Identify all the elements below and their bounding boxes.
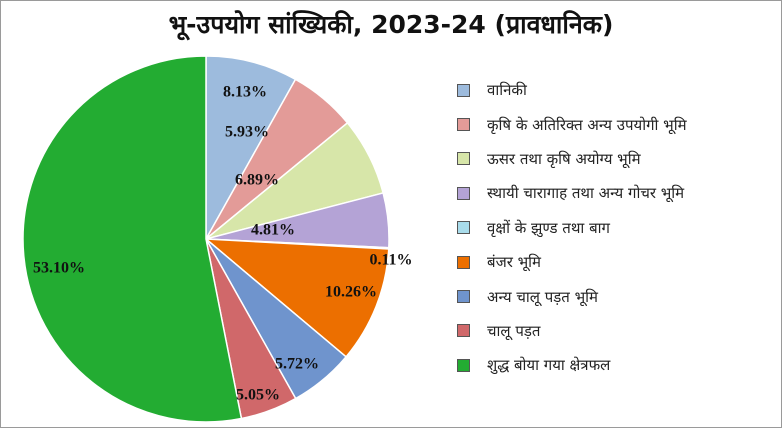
legend-item-6: अन्य चालू पड़त भूमि bbox=[457, 279, 767, 313]
legend-label-2: ऊसर तथा कृषि अयोग्य भूमि bbox=[487, 149, 641, 168]
slice-data-label-4: 0.11% bbox=[369, 252, 412, 269]
legend-label-3: स्थायी चारागाह तथा अन्य गोचर भूमि bbox=[487, 184, 685, 203]
slice-data-label-1: 5.93% bbox=[225, 124, 269, 141]
legend-swatch-8 bbox=[457, 358, 470, 372]
slice-data-label-2: 6.89% bbox=[235, 172, 279, 189]
legend-item-2: ऊसर तथा कृषि अयोग्य भूमि bbox=[457, 142, 767, 176]
slice-data-label-8: 53.10% bbox=[33, 260, 85, 277]
legend-swatch-0 bbox=[457, 83, 470, 97]
legend-item-0: वानिकी bbox=[457, 73, 767, 107]
legend-label-6: अन्य चालू पड़त भूमि bbox=[487, 287, 598, 306]
chart-title: भू-उपयोग सांख्यिकी, 2023-24 (प्रावधानिक) bbox=[168, 10, 614, 39]
legend-item-3: स्थायी चारागाह तथा अन्य गोचर भूमि bbox=[457, 176, 767, 210]
slice-data-label-5: 10.26% bbox=[325, 284, 377, 301]
legend-swatch-7 bbox=[457, 324, 470, 338]
legend-swatch-2 bbox=[457, 152, 470, 166]
legend-item-8: शुद्ध बोया गया क्षेत्रफल bbox=[457, 348, 767, 382]
legend-swatch-3 bbox=[457, 186, 470, 200]
legend-label-5: बंजर भूमि bbox=[487, 253, 541, 272]
legend-swatch-5 bbox=[457, 255, 470, 269]
pie-slice-8 bbox=[22, 55, 243, 423]
pie-slice-0 bbox=[205, 55, 297, 242]
pie-slice-5 bbox=[203, 238, 390, 358]
slice-data-label-6: 5.72% bbox=[275, 356, 319, 373]
legend-item-5: बंजर भूमि bbox=[457, 245, 767, 279]
legend: वानिकी कृषि के अतिरिक्त अन्य उपयोगी भूमि ऊ… bbox=[457, 73, 767, 383]
slice-data-label-0: 8.13% bbox=[223, 84, 267, 101]
legend-label-4: वृक्षों के झुण्ड तथा बाग bbox=[487, 218, 610, 237]
legend-swatch-4 bbox=[457, 221, 470, 235]
legend-label-0: वानिकी bbox=[487, 81, 527, 100]
legend-item-1: कृषि के अतिरिक्त अन्य उपयोगी भूमि bbox=[457, 107, 767, 141]
legend-label-7: चालू पड़त bbox=[487, 321, 541, 340]
slice-data-label-7: 5.05% bbox=[236, 387, 280, 404]
legend-item-7: चालू पड़त bbox=[457, 314, 767, 348]
legend-swatch-1 bbox=[457, 118, 470, 132]
slice-data-label-3: 4.81% bbox=[251, 222, 295, 239]
legend-swatch-6 bbox=[457, 290, 470, 304]
legend-label-1: कृषि के अतिरिक्त अन्य उपयोगी भूमि bbox=[487, 115, 687, 134]
legend-item-4: वृक्षों के झुण्ड तथा बाग bbox=[457, 211, 767, 245]
legend-label-8: शुद्ध बोया गया क्षेत्रफल bbox=[487, 356, 611, 375]
